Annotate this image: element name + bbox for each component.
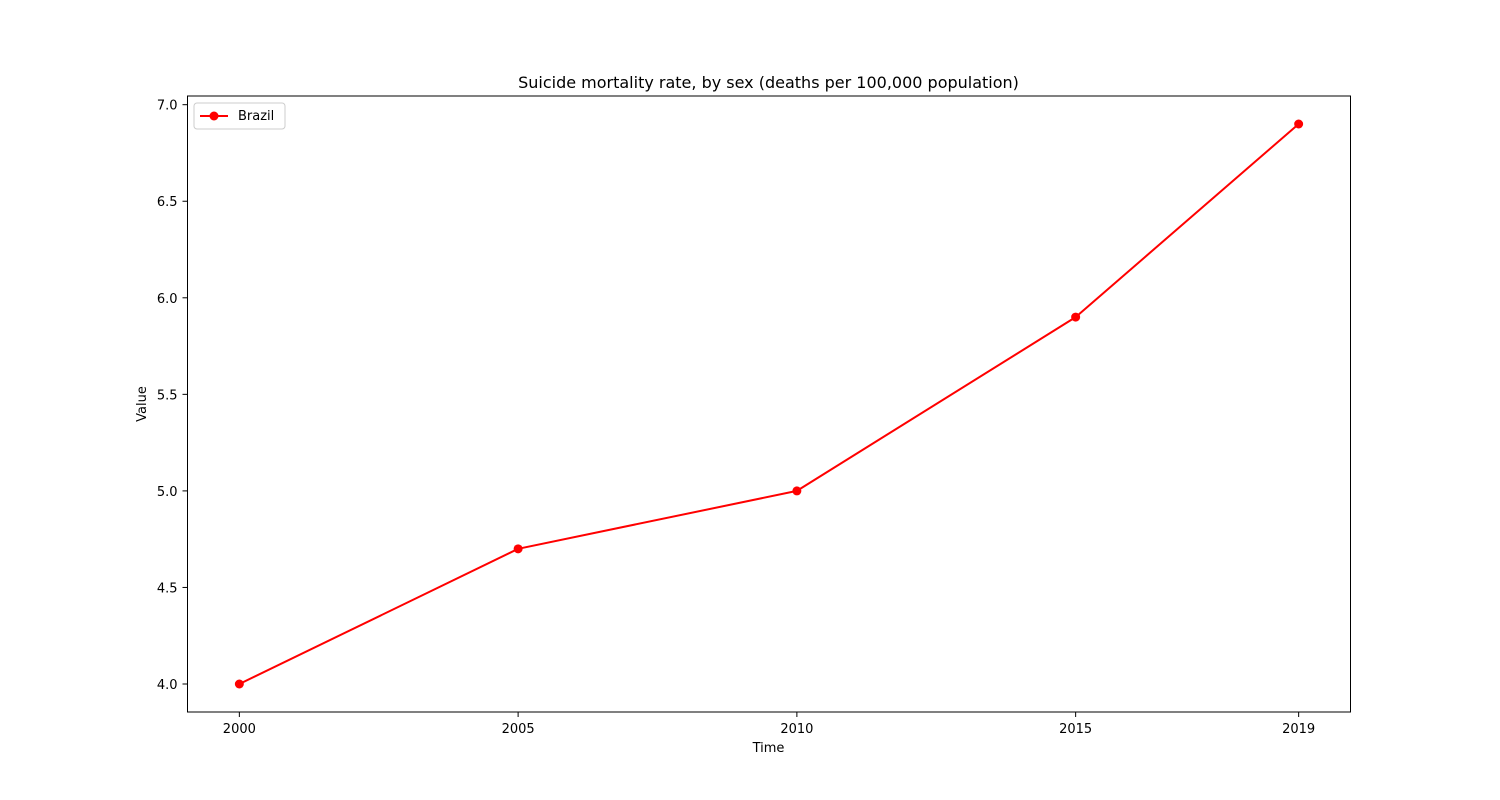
legend-box: [193, 102, 286, 130]
series-layer: [234, 119, 1304, 689]
data-point-brazil: [234, 679, 244, 689]
legend: Brazil: [193, 102, 286, 130]
y-tick-label: 7.0: [157, 99, 178, 114]
legend-label-brazil: Brazil: [238, 109, 274, 124]
x-tick-label: 2019: [1282, 722, 1315, 737]
plot-frame: [187, 95, 1351, 713]
data-point-brazil: [513, 544, 523, 554]
y-tick-label: 5.0: [157, 485, 178, 500]
x-axis: 2000 2005 2010 2015 2019: [223, 712, 1315, 737]
y-axis-label: Value: [135, 386, 150, 422]
chart-title: Suicide mortality rate, by sex (deaths p…: [518, 73, 1019, 92]
x-axis-label: Time: [752, 741, 785, 756]
data-point-brazil: [792, 486, 802, 496]
data-point-brazil: [1294, 119, 1304, 129]
x-tick-label: 2015: [1059, 722, 1092, 737]
y-tick-label: 4.5: [157, 581, 178, 596]
y-tick-label: 6.0: [157, 292, 178, 307]
plot-area: 2000 2005 2010 2015 2019 4.0 4.5 5.0 5.5 6.0 6.5 7…: [157, 95, 1351, 737]
y-axis: 4.0 4.5 5.0 5.5 6.0 6.5 7.0: [157, 99, 188, 693]
x-tick-label: 2000: [223, 722, 256, 737]
y-tick-label: 6.5: [157, 195, 178, 210]
x-tick-label: 2010: [780, 722, 813, 737]
y-tick-label: 5.5: [157, 388, 178, 403]
y-tick-label: 4.0: [157, 678, 178, 693]
data-point-brazil: [1071, 312, 1081, 322]
x-tick-label: 2005: [502, 722, 535, 737]
legend-marker-brazil: [209, 111, 219, 121]
